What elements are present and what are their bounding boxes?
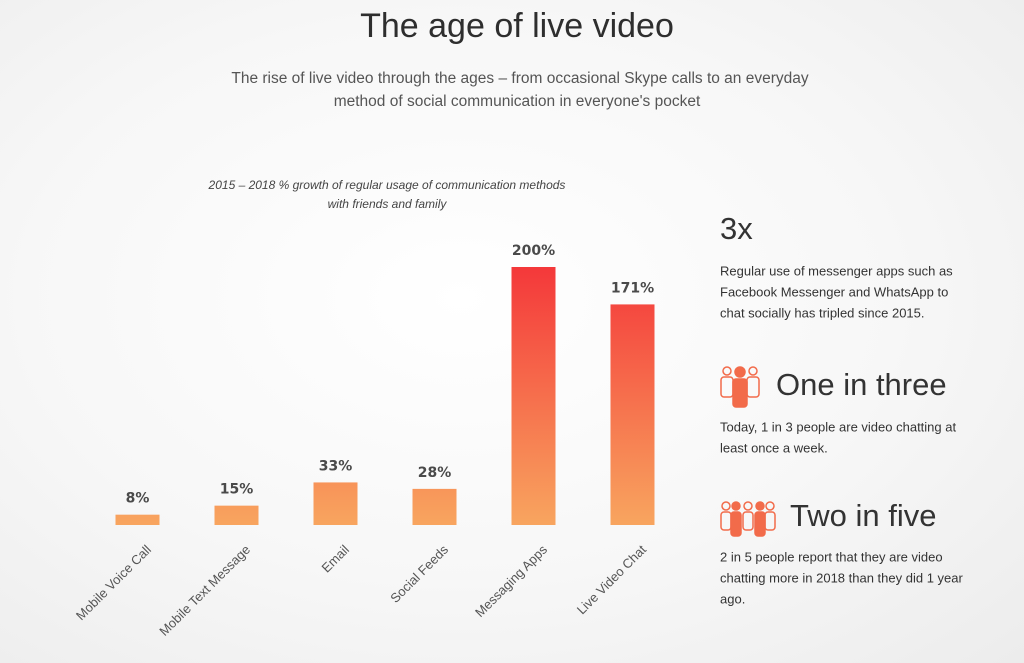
stat-text: chatting more in 2018 than they did 1 ye… [720, 570, 963, 585]
value-label: 8% [126, 491, 150, 507]
bar [610, 304, 655, 525]
people-icon [720, 501, 776, 537]
x-tick-label: Social Feeds [387, 542, 451, 606]
stat-text: Regular use of messenger apps such as [720, 263, 953, 278]
stat-headline: Two in five [790, 498, 936, 533]
subtitle: The rise of live video through the ages … [231, 70, 809, 87]
x-tick-label: Messaging Apps [472, 542, 550, 620]
chart-title: 2015 – 2018 % growth of regular usage of… [208, 178, 566, 192]
x-tick-label: Live Video Chat [574, 542, 650, 618]
stat-text: Today, 1 in 3 people are video chatting … [720, 419, 956, 434]
x-tick-label: Mobile Text Message [156, 542, 253, 639]
stat-text: 2 in 5 people report that they are video [720, 549, 943, 564]
subtitle: method of social communication in everyo… [334, 93, 701, 110]
stat-headline: 3x [720, 211, 753, 246]
value-label: 33% [319, 458, 353, 474]
bar [214, 505, 259, 525]
people-icon [720, 366, 760, 408]
bar [412, 488, 457, 525]
value-label: 15% [220, 482, 254, 498]
page-title: The age of live video [360, 7, 674, 45]
stat-text: ago. [720, 591, 745, 606]
chart-title: with friends and family [328, 197, 448, 211]
value-label: 171% [611, 280, 654, 296]
stat-headline: One in three [776, 367, 947, 402]
bar [313, 482, 358, 525]
value-label: 28% [418, 465, 452, 481]
bar [115, 514, 160, 525]
bar [511, 267, 556, 525]
x-tick-label: Mobile Voice Call [73, 542, 154, 623]
stat-text: chat socially has tripled since 2015. [720, 305, 925, 320]
stat-text: least once a week. [720, 440, 828, 455]
x-tick-label: Email [318, 542, 352, 576]
value-label: 200% [512, 243, 555, 259]
stat-text: Facebook Messenger and WhatsApp to [720, 284, 948, 299]
